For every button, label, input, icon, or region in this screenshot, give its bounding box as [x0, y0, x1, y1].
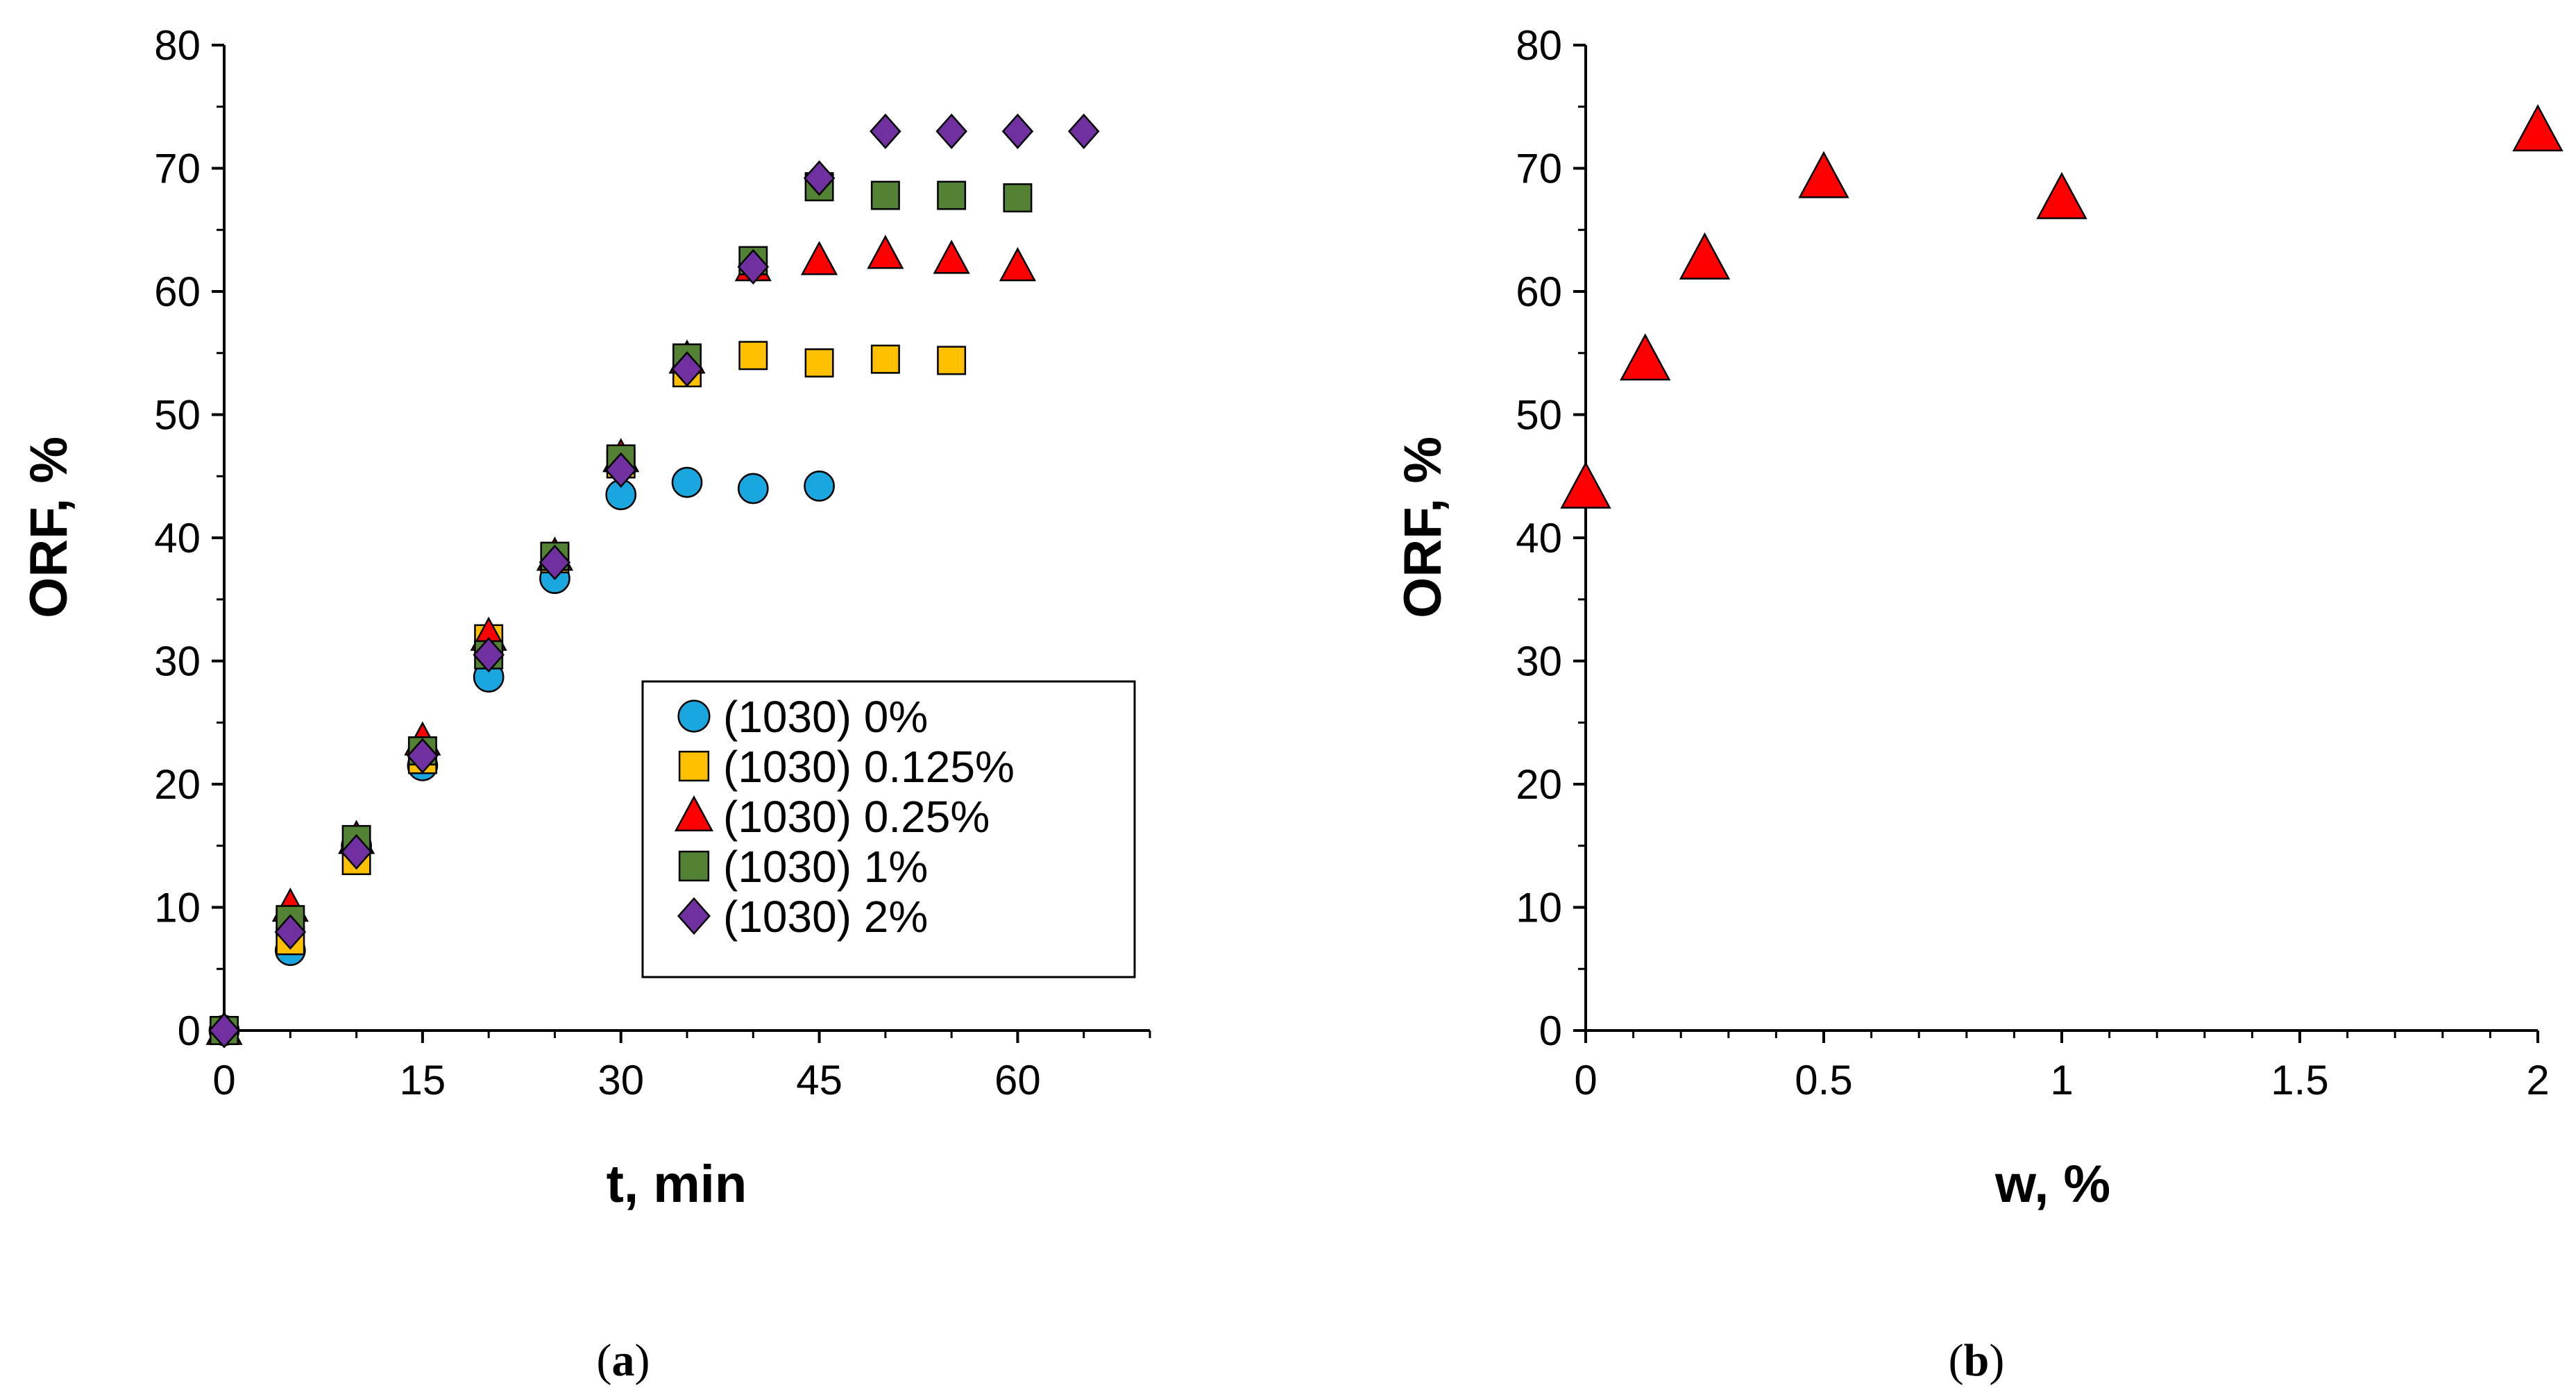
x-tick-label: 1.5 — [2271, 1057, 2328, 1103]
data-point — [933, 239, 970, 274]
legend-label: (1030) 0% — [723, 692, 928, 742]
y-tick-label: 10 — [1516, 885, 1562, 931]
data-point — [473, 636, 505, 673]
data-point — [737, 248, 770, 285]
data-point — [1067, 113, 1100, 149]
caption-letter: a — [612, 1335, 635, 1386]
x-axis-title: w, % — [1994, 1155, 2110, 1214]
data-point — [274, 914, 307, 950]
y-tick-label: 80 — [154, 22, 201, 69]
legend-marker — [678, 850, 710, 882]
data-point — [801, 241, 838, 275]
y-tick-label: 60 — [1516, 269, 1562, 315]
y-tick-label: 10 — [154, 885, 201, 931]
data-point — [671, 351, 703, 387]
y-tick-label: 40 — [1516, 515, 1562, 561]
y-tick-label: 80 — [1516, 22, 1562, 69]
data-point — [738, 341, 768, 371]
data-point — [999, 247, 1037, 282]
data-point — [804, 348, 834, 378]
x-tick-label: 60 — [994, 1057, 1041, 1103]
data-point — [1560, 461, 1611, 509]
y-tick-label: 50 — [154, 392, 201, 439]
data-point — [870, 113, 901, 149]
data-point — [870, 180, 900, 210]
legend-box — [641, 680, 1136, 978]
y-tick-label: 30 — [154, 638, 201, 685]
series-4 — [208, 113, 1100, 1049]
y-axis-title: ORF, % — [1393, 436, 1452, 618]
data-point — [935, 113, 967, 149]
x-tick-label: 45 — [796, 1057, 842, 1103]
data-point — [1001, 113, 1034, 149]
legend-marker — [678, 750, 710, 782]
data-point — [737, 473, 769, 505]
legend-label: (1030) 2% — [723, 892, 928, 942]
x-tick-label: 30 — [598, 1057, 644, 1103]
legend-label: (1030) 0.125% — [723, 742, 1015, 792]
data-point — [937, 180, 967, 210]
x-axis-title: t, min — [607, 1155, 747, 1214]
y-tick-label: 0 — [1539, 1008, 1562, 1054]
data-point — [2036, 171, 2087, 219]
x-tick-label: 15 — [400, 1057, 446, 1103]
y-tick-label: 60 — [154, 269, 201, 315]
y-tick-label: 0 — [178, 1008, 201, 1054]
data-point — [937, 346, 967, 375]
legend-marker — [677, 700, 711, 733]
legend: (1030) 0%(1030) 0.125%(1030) 0.25%(1030)… — [641, 680, 1136, 978]
data-point — [208, 1012, 240, 1049]
y-tick-label: 70 — [154, 146, 201, 192]
legend-label: (1030) 0.25% — [723, 792, 990, 842]
data-point — [1679, 232, 1731, 280]
y-tick-label: 20 — [1516, 761, 1562, 808]
x-tick-label: 0.5 — [1795, 1057, 1852, 1103]
y-tick-label: 70 — [1516, 146, 1562, 192]
data-point — [1620, 333, 1671, 381]
data-point — [803, 160, 836, 196]
x-tick-label: 0 — [212, 1057, 235, 1103]
data-point — [2512, 104, 2564, 152]
data-point — [340, 833, 373, 870]
y-tick-label: 40 — [154, 515, 201, 561]
caption-b: (b) — [1949, 1335, 2005, 1386]
legend-marker — [674, 795, 714, 831]
data-point — [407, 738, 439, 774]
data-point — [539, 544, 571, 581]
y-tick-label: 50 — [1516, 392, 1562, 439]
legend-marker — [677, 897, 711, 935]
data-point — [1798, 151, 1849, 198]
y-tick-label: 20 — [154, 761, 201, 808]
legend-label: (1030) 1% — [723, 842, 928, 892]
data-point — [604, 452, 637, 489]
data-point — [671, 466, 703, 498]
x-tick-label: 0 — [1574, 1057, 1597, 1103]
x-tick-label: 1 — [2050, 1057, 2073, 1103]
data-point — [870, 344, 900, 374]
data-point — [1003, 183, 1033, 213]
data-point — [867, 235, 904, 269]
data-point — [804, 470, 835, 502]
y-tick-label: 30 — [1516, 638, 1562, 685]
series-0 — [1560, 104, 2564, 509]
y-axis-title: ORF, % — [19, 436, 78, 618]
chart-panel-a: 0 10 20 30 40 50 60 70 80 0 15 30 45 60 t, min ORF, %… — [19, 22, 1151, 1386]
caption-letter: b — [1964, 1335, 1990, 1386]
caption-a: (a) — [597, 1335, 650, 1386]
x-tick-label: 2 — [2526, 1057, 2549, 1103]
chart-panel-b: 0 10 20 30 40 50 60 70 80 0 0.5 1 1.5 2 w, % ORF, % (… — [1393, 22, 2564, 1386]
